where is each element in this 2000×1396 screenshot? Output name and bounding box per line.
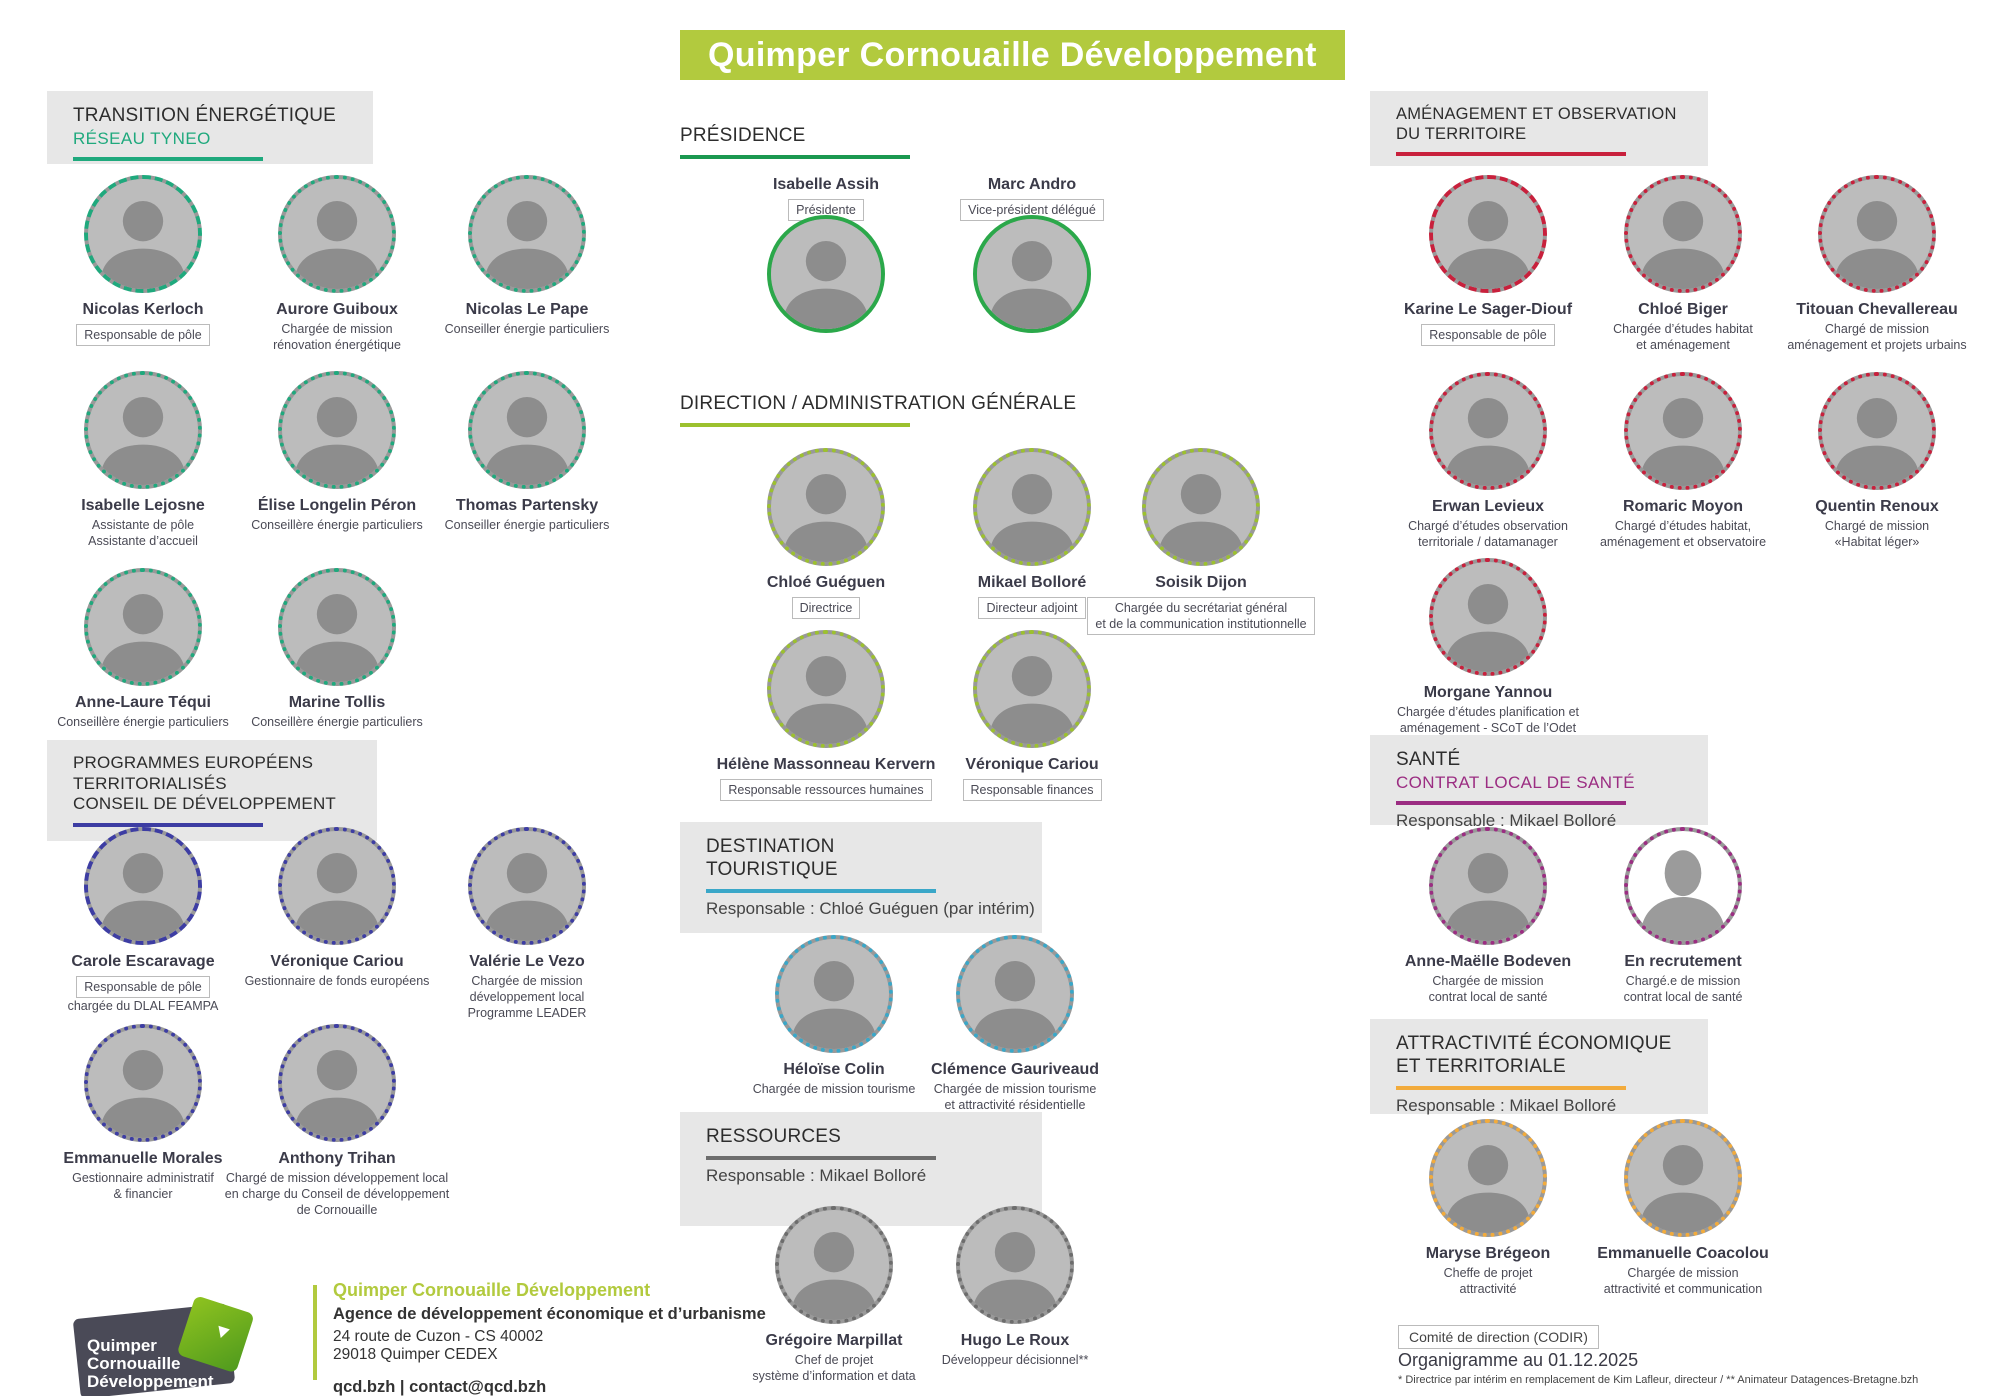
svg-text:Développement: Développement — [87, 1372, 214, 1391]
svg-text:Quimper: Quimper — [87, 1336, 157, 1355]
svg-text:Cornouaille: Cornouaille — [87, 1354, 181, 1373]
